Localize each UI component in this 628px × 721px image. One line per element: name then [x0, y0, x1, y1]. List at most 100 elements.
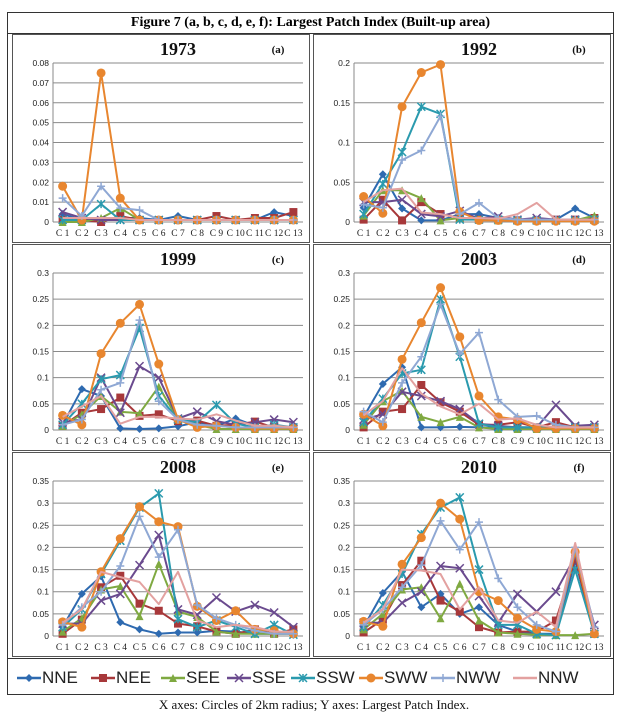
series-nnw — [62, 217, 294, 221]
series-ssw — [58, 488, 298, 640]
y-tick-label: 0 — [44, 425, 49, 435]
y-tick-label: 0.05 — [32, 609, 49, 619]
marker-nww — [436, 516, 445, 525]
marker-ssw — [154, 488, 164, 498]
legend-swatch-icon — [431, 674, 455, 682]
x-tick-label: C 1 — [357, 643, 371, 653]
legend-swatch-icon — [291, 673, 315, 683]
marker-nne — [398, 204, 407, 213]
marker-nww — [494, 574, 503, 583]
panel-label: (f) — [574, 462, 585, 474]
marker-nww — [97, 385, 106, 394]
chart-svg: 1999 (c) 0 0.05 0.1 0.15 0.2 0.25 0.3 C 1 C 2 C 3 C … — [32, 249, 303, 447]
x-tick-label: C 3 — [395, 643, 409, 653]
marker-sse — [397, 598, 407, 608]
marker-nne — [417, 423, 426, 432]
x-tick-label: C 6 — [453, 229, 467, 239]
x-tick-label: C 10 — [227, 437, 245, 447]
x-tick-label: C 4 — [114, 643, 128, 653]
marker-sww — [416, 533, 426, 543]
marker-see — [417, 412, 426, 421]
marker-ssw — [359, 209, 369, 219]
marker-nww — [475, 198, 483, 207]
chart-panel-2010: 2010 (f) 0 0.05 0.1 0.15 0.2 0.25 0.3 0.35 C 1 C 2 C… — [313, 452, 611, 657]
x-tick-label: C 10 — [227, 643, 245, 653]
marker-nee — [174, 619, 182, 628]
x-tick-label: C 4 — [114, 229, 128, 239]
marker-sww — [154, 517, 164, 527]
series-line-nnw — [62, 570, 294, 633]
marker-nww — [475, 518, 483, 527]
x-tick-label: C 2 — [75, 229, 89, 239]
marker-nww — [551, 627, 560, 636]
series-nww — [359, 112, 599, 224]
x-tick-label: C 11 — [547, 229, 565, 239]
chart-title: 1999 — [160, 249, 196, 269]
y-tick-label: 0.15 — [32, 347, 49, 357]
marker-sse — [551, 587, 561, 597]
chart-title: 1973 — [160, 39, 196, 59]
x-tick-label: C 8 — [491, 643, 505, 653]
chart-panel-2003: 2003 (d) 0 0.05 0.1 0.15 0.2 0.25 0.3 C 1 C 2 C 3 C … — [313, 244, 611, 451]
x-tick-label: C 5 — [434, 643, 448, 653]
x-tick-label: C 1 — [357, 437, 371, 447]
marker-sse — [58, 207, 68, 217]
marker-see — [417, 194, 426, 203]
y-tick-label: 0 — [345, 631, 350, 641]
marker-see — [169, 674, 177, 682]
x-tick-label: C 3 — [395, 437, 409, 447]
marker-sww — [436, 283, 446, 293]
series-nnw — [363, 542, 596, 632]
marker-nee — [154, 410, 163, 419]
marker-sww — [96, 349, 106, 359]
x-tick-label: C 13 — [585, 229, 603, 239]
marker-nne — [116, 424, 125, 433]
x-tick-label: C 5 — [133, 643, 147, 653]
x-tick-label: C 13 — [284, 643, 302, 653]
marker-ssw — [493, 620, 503, 630]
marker-see — [58, 627, 67, 636]
marker-sww — [378, 208, 388, 218]
marker-see — [193, 612, 202, 621]
y-tick-label: 0.15 — [333, 347, 350, 357]
marker-nee — [398, 405, 407, 414]
x-tick-label: C 4 — [415, 229, 429, 239]
x-tick-label: C 8 — [491, 437, 505, 447]
marker-nww — [154, 553, 163, 562]
y-tick-label: 0.1 — [338, 373, 350, 383]
marker-sww — [115, 534, 125, 544]
x-tick-label: C 1 — [56, 229, 70, 239]
marker-ssw — [493, 422, 503, 432]
y-tick-label: 0.08 — [32, 58, 49, 68]
marker-sse — [115, 589, 125, 599]
marker-see — [513, 629, 522, 638]
marker-nww — [532, 411, 541, 420]
marker-sww — [115, 193, 125, 203]
x-tick-label: C 2 — [376, 437, 390, 447]
marker-sww — [115, 318, 125, 328]
chart-title: 1992 — [461, 39, 497, 59]
x-tick-label: C 12 — [566, 437, 584, 447]
x-tick-label: C 10 — [528, 229, 546, 239]
y-tick-label: 0 — [345, 425, 350, 435]
series-line-nnw — [363, 367, 595, 429]
chart-panel-1992: 1992 (b) 0 0.05 0.1 0.15 0.2 C 1 C 2 C 3 C 4 C 5 C 6… — [313, 34, 611, 243]
marker-sww — [58, 410, 68, 420]
y-tick-label: 0.05 — [32, 399, 49, 409]
x-tick-label: C 8 — [491, 229, 505, 239]
x-tick-label: C 2 — [376, 229, 390, 239]
y-tick-label: 0.03 — [32, 157, 49, 167]
marker-nww — [77, 415, 86, 424]
chart-svg: 2003 (d) 0 0.05 0.1 0.15 0.2 0.25 0.3 C 1 C 2 C 3 C … — [333, 249, 604, 447]
marker-sse — [416, 391, 426, 401]
marker-nww — [398, 155, 407, 164]
marker-nne — [154, 629, 163, 638]
legend-swatch-icon — [17, 674, 41, 682]
series-line-nnw — [363, 542, 596, 632]
legend-label: SEE — [186, 668, 221, 687]
marker-ssw — [298, 673, 308, 683]
marker-nww — [135, 512, 144, 521]
legend-item-ssw: SSW — [290, 668, 355, 688]
marker-sww — [455, 514, 465, 524]
marker-nww — [231, 423, 240, 432]
